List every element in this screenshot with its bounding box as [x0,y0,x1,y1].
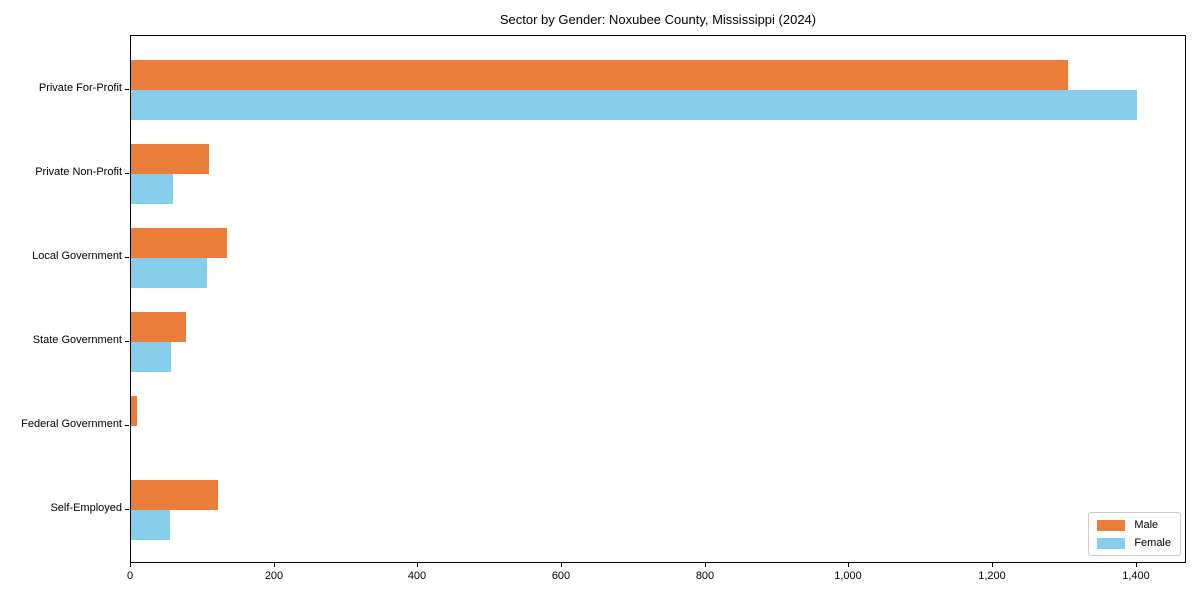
bar-male-state-government [131,312,186,342]
bar-female-private-for-profit [131,90,1137,120]
bar-female-state-government [131,342,171,372]
y-tick-label-self-employed: Self-Employed [50,502,122,514]
x-tick-mark [274,563,275,567]
bar-male-self-employed [131,480,218,510]
x-tick-label-400: 400 [407,570,427,582]
x-tick-label-800: 800 [695,570,715,582]
y-tick-mark [125,341,129,342]
x-tick-label-1200: 1,200 [978,570,1006,582]
legend-label-male: Male [1134,519,1159,531]
bar-female-self-employed [131,510,170,540]
x-tick-label-600: 600 [551,570,571,582]
x-tick-label-1400: 1,400 [1122,570,1150,582]
chart-title: Sector by Gender: Noxubee County, Missis… [499,12,817,27]
x-tick-mark [130,563,131,567]
y-tick-label-local-government: Local Government [32,250,122,262]
y-tick-mark [125,509,129,510]
female-color-swatch [1097,537,1126,549]
x-tick-mark [417,563,418,567]
x-tick-label-200: 200 [264,570,284,582]
x-tick-mark [561,563,562,567]
x-tick-mark [848,563,849,567]
legend: Male Female [1088,512,1181,556]
bar-male-private-non-profit [131,144,209,174]
bar-female-private-non-profit [131,174,173,204]
plot-area: Male Female [130,35,1186,563]
y-tick-label-state-government: State Government [32,334,122,346]
y-tick-mark [125,89,129,90]
bar-male-private-for-profit [131,60,1068,90]
y-tick-mark [125,257,129,258]
x-tick-label-0: 0 [126,570,134,582]
legend-label-female: Female [1134,537,1171,549]
x-tick-mark [992,563,993,567]
x-tick-mark [705,563,706,567]
x-tick-mark [1136,563,1137,567]
y-tick-label-federal-government: Federal Government [21,418,122,430]
legend-item-male: Male [1097,519,1171,531]
y-tick-label-private-for-profit: Private For-Profit [38,82,122,94]
bar-female-local-government [131,258,207,288]
male-color-swatch [1097,519,1126,531]
legend-item-female: Female [1097,537,1171,549]
bar-male-local-government [131,228,227,258]
x-tick-label-1000: 1,000 [834,570,862,582]
y-tick-mark [125,425,129,426]
bar-male-federal-government [131,396,137,426]
y-tick-mark [125,173,129,174]
y-tick-label-private-non-profit: Private Non-Profit [35,166,122,178]
